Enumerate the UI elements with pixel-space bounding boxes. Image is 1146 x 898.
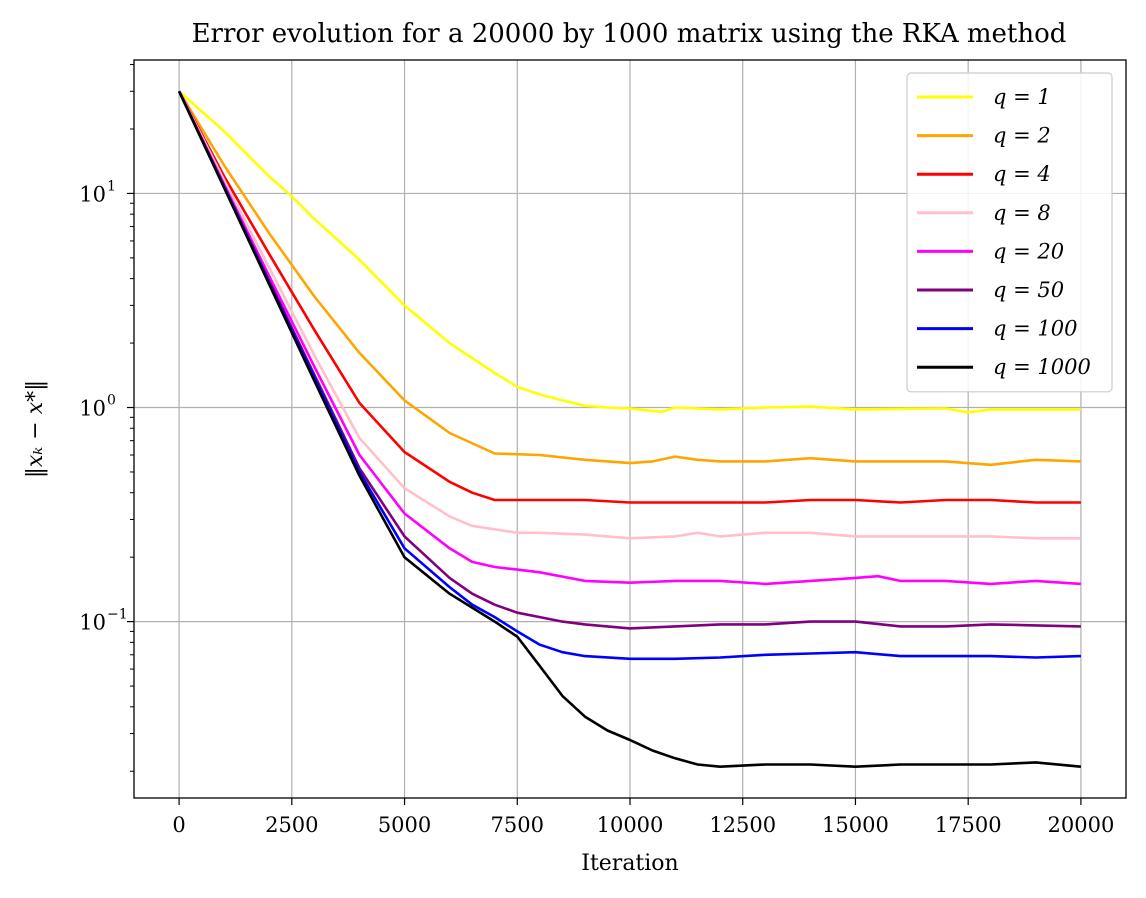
x-tick-label: 0 bbox=[172, 813, 185, 837]
x-tick-label: 2500 bbox=[265, 813, 318, 837]
legend-label: q = 1 bbox=[993, 85, 1051, 109]
legend-label: q = 2 bbox=[993, 124, 1051, 148]
x-tick-label: 10000 bbox=[597, 813, 664, 837]
series-line-1 bbox=[178, 90, 1081, 414]
series-line-2 bbox=[177, 90, 1081, 467]
y-tick-label: 10 bbox=[79, 611, 106, 635]
series-lines bbox=[177, 90, 1082, 769]
y-axis-label: ‖xₖ − x*‖ bbox=[23, 380, 48, 478]
x-tick-label: 5000 bbox=[378, 813, 431, 837]
series-line-8 bbox=[177, 90, 1082, 769]
legend-label: q = 100 bbox=[993, 317, 1077, 341]
x-tick-label: 15000 bbox=[822, 813, 889, 837]
y-tick-exponent: 1 bbox=[107, 178, 116, 194]
y-tick-label: 10 bbox=[79, 397, 106, 421]
legend-label: q = 8 bbox=[993, 201, 1051, 225]
series-line-5 bbox=[177, 90, 1081, 586]
series-line-6 bbox=[177, 90, 1081, 630]
legend: q = 1 q = 2 q = 4 q = 8 q = 20 q = 50 q = 100 q… bbox=[906, 72, 1113, 393]
legend-label: q = 20 bbox=[993, 239, 1064, 263]
x-axis-ticks: 0 2500 5000 7500 10000 12500 15000 17500 20000 bbox=[172, 798, 1114, 837]
x-tick-label: 20000 bbox=[1048, 813, 1115, 837]
legend-box bbox=[906, 72, 1113, 393]
legend-label: q = 4 bbox=[993, 162, 1051, 186]
legend-label: q = 50 bbox=[993, 278, 1064, 302]
x-tick-label: 17500 bbox=[935, 813, 1002, 837]
x-tick-label: 12500 bbox=[709, 813, 776, 837]
y-tick-label: 10 bbox=[79, 182, 106, 206]
series-line-3 bbox=[177, 90, 1081, 504]
x-axis-label: Iteration bbox=[581, 851, 678, 876]
legend-label: q = 1000 bbox=[993, 355, 1091, 379]
y-tick-exponent: −1 bbox=[107, 607, 128, 623]
y-minor-ticks bbox=[130, 64, 134, 772]
chart-title: Error evolution for a 20000 by 1000 matr… bbox=[192, 19, 1067, 49]
x-tick-label: 7500 bbox=[491, 813, 544, 837]
series-line-7 bbox=[177, 90, 1081, 661]
y-tick-exponent: 0 bbox=[107, 393, 116, 409]
series-line-4 bbox=[177, 90, 1081, 540]
